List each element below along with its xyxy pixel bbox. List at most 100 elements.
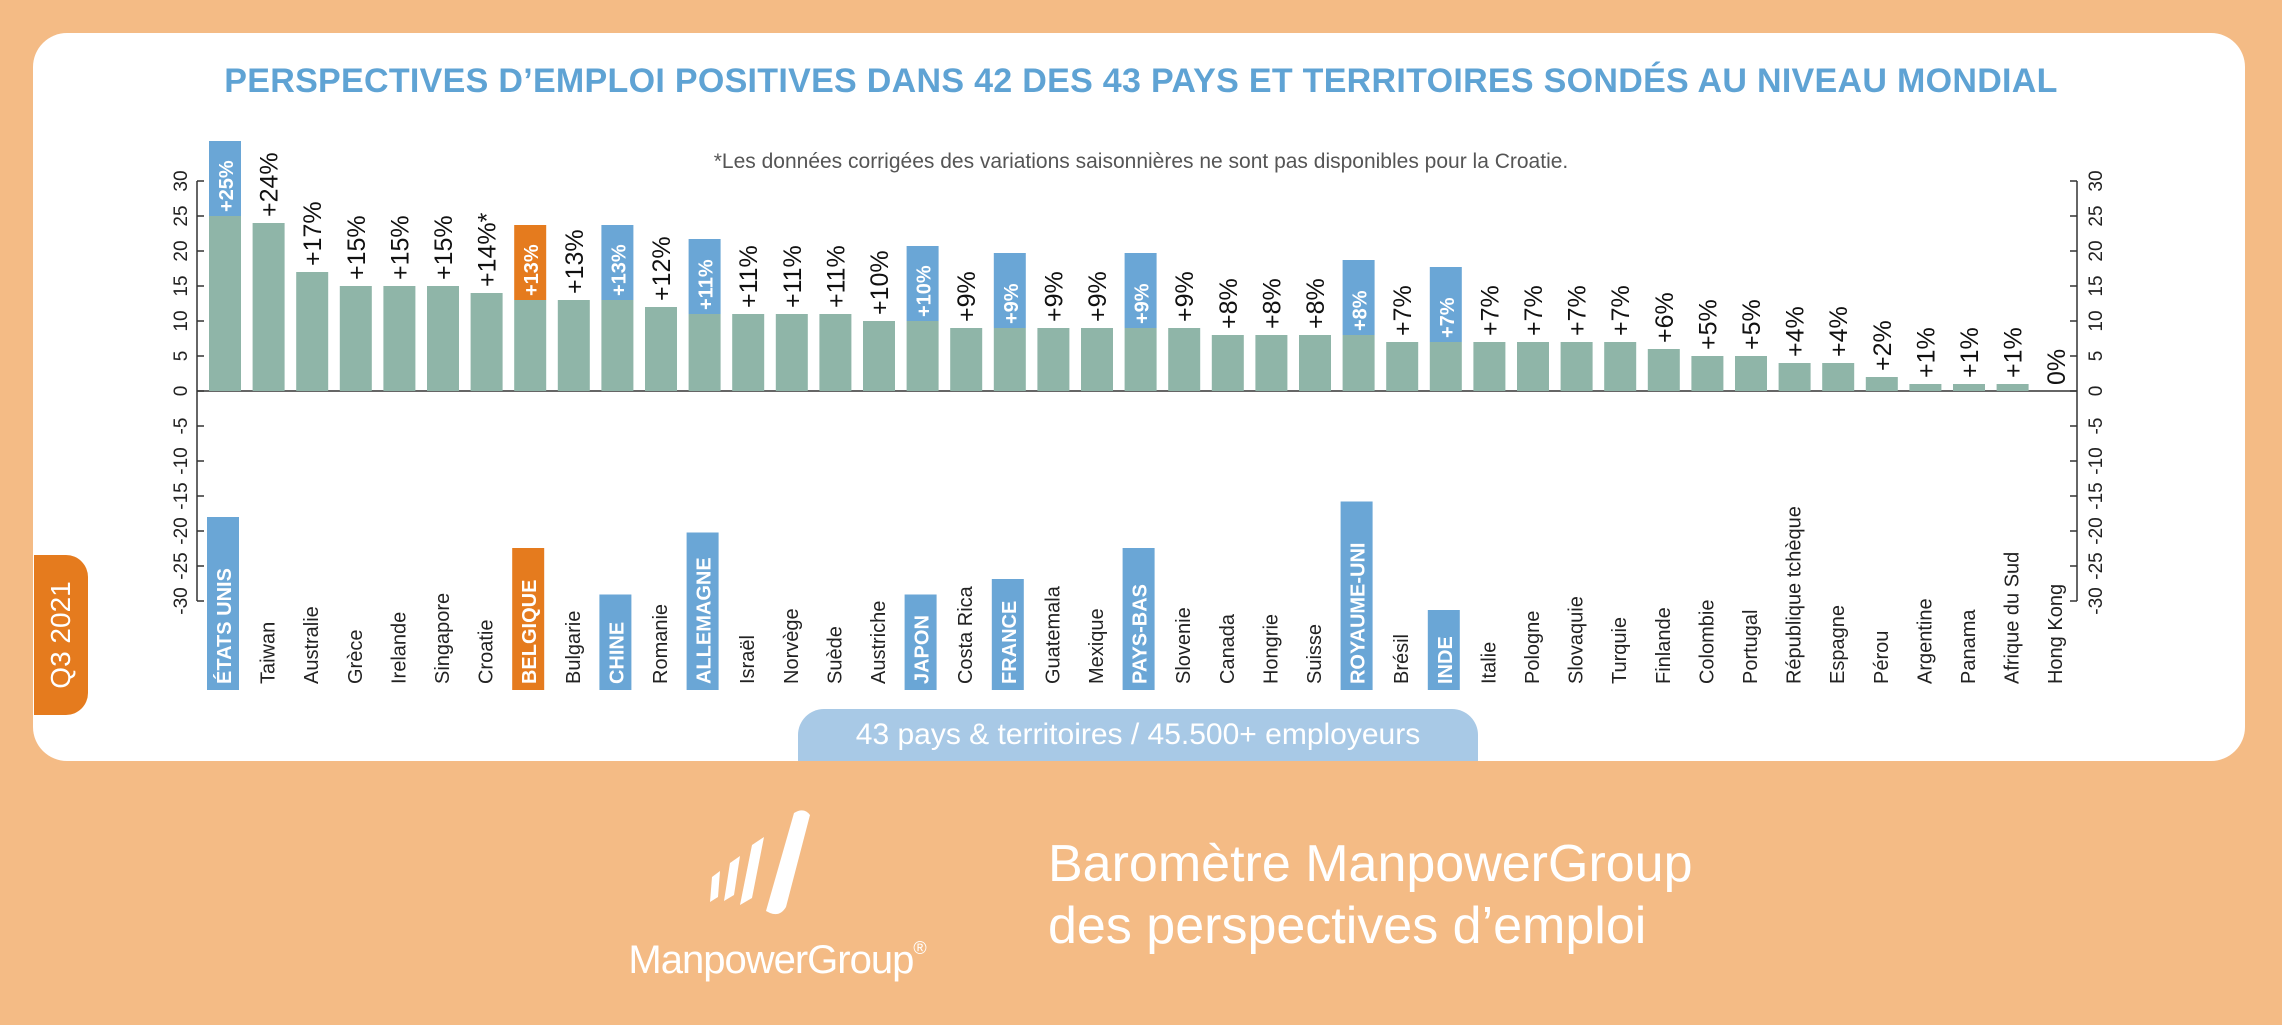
value-label: +8% <box>1302 278 1330 329</box>
quarter-tab: Q3 2021 <box>34 555 88 715</box>
category-label: Pérou <box>1871 631 1893 684</box>
bar <box>1081 328 1113 391</box>
bar <box>688 314 721 391</box>
value-label: +11% <box>779 245 807 308</box>
barometer-line-1: Baromètre ManpowerGroup <box>1048 835 1693 893</box>
category-label: Espagne <box>1827 605 1849 684</box>
y-tick-label-left: -10 <box>171 447 192 474</box>
value-label: +9% <box>1132 283 1154 324</box>
value-label: +5% <box>1738 299 1766 350</box>
category-label: Austriche <box>868 601 890 684</box>
value-label: +4% <box>1782 306 1810 357</box>
category-label: Australie <box>301 606 323 684</box>
bar <box>775 314 808 391</box>
y-tick-label-left: -25 <box>171 552 192 579</box>
bar <box>1735 356 1767 391</box>
y-tick-label-left: -30 <box>171 587 192 614</box>
category-label: Afrique du Sud <box>2002 552 2024 684</box>
y-tick-label-right: -15 <box>2086 482 2107 509</box>
bar <box>383 286 416 391</box>
value-label: +9% <box>1171 271 1199 322</box>
category-label-box <box>991 579 1024 690</box>
category-label: ROYAUME-UNI <box>1348 543 1370 685</box>
value-label: +6% <box>1651 292 1679 343</box>
bar <box>1909 384 1942 391</box>
barometer-title: Baromètre ManpowerGroup des perspectives… <box>1048 833 1693 957</box>
bar <box>863 321 895 391</box>
bar <box>1386 342 1419 391</box>
value-label-box <box>601 225 634 300</box>
y-tick-label-right: 10 <box>2086 310 2107 331</box>
value-label: +1% <box>1956 327 1984 378</box>
category-label-box <box>1427 610 1460 690</box>
category-label: Singapore <box>432 593 454 684</box>
chart-note: *Les données corrigées des variations sa… <box>713 150 1569 173</box>
value-label: +9% <box>1084 271 1112 322</box>
value-label: 0% <box>2043 349 2071 385</box>
bar <box>296 272 329 391</box>
quarter-label: Q3 2021 <box>45 581 76 689</box>
bar <box>1822 363 1855 391</box>
y-tick-label-right: -30 <box>2086 587 2107 614</box>
category-label: Slovenie <box>1173 607 1195 684</box>
y-tick-label-right: 30 <box>2086 170 2107 191</box>
value-label: +15% <box>430 215 458 280</box>
value-label: +7% <box>1520 285 1548 336</box>
category-label-box <box>1122 548 1155 690</box>
y-tick-label-left: 0 <box>171 386 192 397</box>
y-tick-label-right: -5 <box>2086 418 2107 435</box>
barometer-line-2: des perspectives d’emploi <box>1048 897 1647 955</box>
bar <box>1429 342 1462 391</box>
category-label: Panama <box>1958 609 1980 684</box>
category-label: ÉTATS UNIS <box>213 568 236 684</box>
category-label: INDE <box>1435 636 1457 684</box>
value-label: +5% <box>1694 299 1722 350</box>
chart-title: PERSPECTIVES D’EMPLOI POSITIVES DANS 42 … <box>224 62 2058 100</box>
value-label: +15% <box>386 215 414 280</box>
bars <box>209 216 2029 391</box>
category-label-box <box>207 517 239 690</box>
value-label: +9% <box>1001 283 1023 324</box>
category-label: Pologne <box>1522 611 1544 684</box>
value-label: +10% <box>914 265 936 317</box>
value-label-box <box>1124 253 1157 328</box>
y-tick-label-right: 0 <box>2086 386 2107 397</box>
category-label: Hong Kong <box>2045 584 2067 684</box>
value-label-box <box>688 239 721 314</box>
category-label: JAPON <box>912 615 934 684</box>
sample-size-pill: 43 pays & territoires / 45.500+ employeu… <box>798 709 1478 761</box>
value-label: +11% <box>696 259 718 310</box>
manpower-logo-icon <box>710 810 810 915</box>
value-label: +1% <box>2000 327 2028 378</box>
value-label: +8% <box>1350 290 1372 331</box>
value-label: +2% <box>1869 320 1897 371</box>
bar <box>1953 384 1985 391</box>
value-label-box <box>514 225 547 300</box>
bar <box>819 314 852 391</box>
bar <box>1560 342 1593 391</box>
category-label: CHINE <box>606 622 628 684</box>
category-label-box <box>686 532 719 690</box>
value-label-box <box>209 141 241 216</box>
category-label: Grèce <box>345 630 367 684</box>
category-label: Portugal <box>1740 610 1762 685</box>
bar <box>732 314 765 391</box>
bar <box>1996 384 2029 391</box>
value-label: +7% <box>1476 285 1504 336</box>
value-label: +1% <box>1912 327 1940 378</box>
bar <box>209 216 241 391</box>
category-label-box <box>512 548 545 690</box>
bar <box>470 293 503 391</box>
value-label: +7% <box>1607 285 1635 336</box>
bar <box>993 328 1026 391</box>
y-tick-label-right: 15 <box>2086 275 2107 296</box>
category-label: Slovaquie <box>1566 596 1588 684</box>
value-label: +8% <box>1215 278 1243 329</box>
category-label: Suisse <box>1304 624 1326 684</box>
category-label: République tchèque <box>1784 506 1806 684</box>
category-label: Bulgarie <box>563 611 585 684</box>
value-label: +7% <box>1389 285 1417 336</box>
bar <box>1124 328 1157 391</box>
y-tick-label-left: 10 <box>171 310 192 331</box>
bar <box>427 286 459 391</box>
